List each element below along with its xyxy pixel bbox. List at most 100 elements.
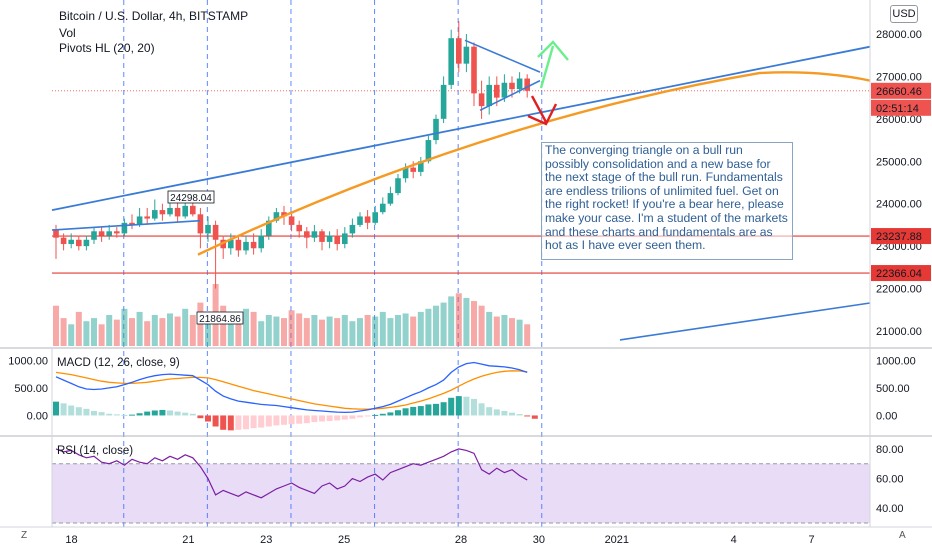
candle-body (190, 205, 196, 215)
macd-histogram-bar (440, 402, 447, 416)
volume-bar (319, 319, 325, 346)
level-tag-bg (871, 228, 931, 245)
macd-histogram-bar (113, 414, 120, 416)
volume-bar (159, 318, 166, 346)
volume-bar (182, 308, 189, 346)
auto-scale-icon[interactable]: A (899, 530, 906, 541)
volume-bar (372, 316, 379, 346)
candle-body (402, 167, 409, 179)
annotation-note[interactable]: The converging triangle on a bull run po… (541, 142, 793, 260)
macd-pane[interactable] (53, 361, 538, 431)
level-tag: 23237.88 (876, 231, 922, 243)
last-price-tag-bg (871, 82, 931, 99)
macd-histogram-bar (509, 412, 515, 416)
macd-histogram-bar (159, 409, 166, 416)
macd-histogram-bar (75, 407, 82, 416)
macd-histogram-bar (121, 414, 128, 416)
pivots-legend[interactable]: Pivots HL (20, 20) (59, 41, 155, 55)
candle-body (471, 46, 477, 94)
y-axis-rsi[interactable]: 40.00 60.00 80.00 (876, 444, 904, 515)
macd-histogram-bar (106, 413, 113, 416)
volume-bar (174, 316, 181, 346)
macd-left-tick-label: 0.00 (27, 410, 48, 422)
volume-bar (417, 311, 424, 346)
macd-histogram-bar (349, 415, 356, 419)
candle-body (478, 93, 485, 107)
candle-body (114, 231, 120, 234)
volume-bar (425, 308, 432, 346)
macd-legend[interactable]: MACD (12, 26, close, 9) (57, 357, 180, 369)
volume-bar (448, 296, 455, 346)
macd-left-tick-label: 1000.00 (8, 355, 48, 367)
price-tick-label: 24000.00 (876, 199, 922, 211)
volume-bar (387, 318, 394, 346)
volume-bar (509, 318, 515, 346)
volume-bar (91, 318, 97, 346)
candle-body (516, 78, 523, 90)
rsi-band (52, 463, 870, 524)
volume-bar (60, 318, 67, 346)
price-tags: 26660.46 02:51:14 23237.88 22366.04 (871, 82, 931, 282)
bear-arrow-icon (527, 95, 558, 126)
candle-body (440, 84, 447, 119)
macd-histogram-bar (395, 410, 401, 416)
macd-histogram-bar (235, 415, 242, 430)
macd-histogram-bar (136, 413, 143, 416)
candle-body (456, 38, 462, 64)
candle-body (288, 216, 295, 225)
candles[interactable] (53, 21, 530, 289)
macd-histogram-bar (486, 407, 493, 416)
volume-bar (486, 311, 493, 346)
candle-body (281, 212, 287, 217)
macd-histogram-bar (402, 408, 409, 416)
symbol-title[interactable]: Bitcoin / U.S. Dollar, 4h, BITSTAMP (59, 9, 249, 23)
level-tag-bg (871, 265, 931, 282)
volume-legend[interactable]: Vol (59, 26, 76, 40)
rsi-tick-label: 40.00 (876, 503, 904, 515)
x-axis[interactable]: 18 21 23 25 28 30 2021 4 7 (65, 534, 814, 546)
price-tick-label: 27000.00 (876, 71, 922, 83)
drawings[interactable] (51, 39, 871, 341)
volume-bar (136, 311, 143, 346)
volume-bar (68, 324, 75, 346)
volume-bar (250, 311, 257, 346)
currency-button[interactable]: USD (890, 5, 918, 23)
volume-bar (493, 316, 500, 346)
macd-histogram-bar (319, 415, 325, 422)
candle-body (174, 207, 181, 217)
candle-body (212, 224, 219, 240)
candle-body (524, 78, 530, 91)
candle-body (121, 222, 128, 234)
volume-bars (53, 284, 531, 346)
candle-body (83, 239, 90, 247)
candle-body (136, 216, 143, 225)
countdown-tag: 02:51:14 (876, 103, 919, 115)
time-tick-label: 18 (65, 534, 77, 546)
volume-bar (379, 311, 386, 346)
triangle-top (464, 39, 541, 73)
macd-histogram-bar (455, 396, 462, 416)
macd-histogram-bar (524, 415, 531, 417)
rsi-legend[interactable]: RSI (14, close) (57, 445, 134, 457)
y-axis-macd[interactable]: 0.00 500.00 1000.00 0.00 500.00 1000.00 (8, 355, 916, 422)
rsi-pane[interactable] (52, 448, 870, 524)
volume-bar (471, 301, 477, 346)
macd-histogram-bar (516, 414, 523, 416)
zoom-icon[interactable]: Z (21, 530, 28, 541)
macd-histogram-bar (212, 415, 219, 427)
macd-signal-line (55, 370, 528, 410)
arc-curve (197, 71, 871, 256)
time-tick-label: 21 (182, 534, 194, 546)
candle-body (144, 216, 150, 219)
candle-body (197, 214, 204, 234)
volume-bar (402, 313, 409, 346)
candle-body (509, 82, 515, 90)
candle-body (182, 205, 188, 217)
time-tick-label: 25 (338, 534, 350, 546)
macd-histogram-bar (501, 411, 508, 416)
volume-bar (205, 311, 211, 346)
time-tick-label: 23 (260, 534, 272, 546)
candle-body (387, 193, 394, 204)
y-axis-price[interactable]: 21000.00 22000.00 23000.00 24000.00 25000.00… (876, 29, 922, 338)
